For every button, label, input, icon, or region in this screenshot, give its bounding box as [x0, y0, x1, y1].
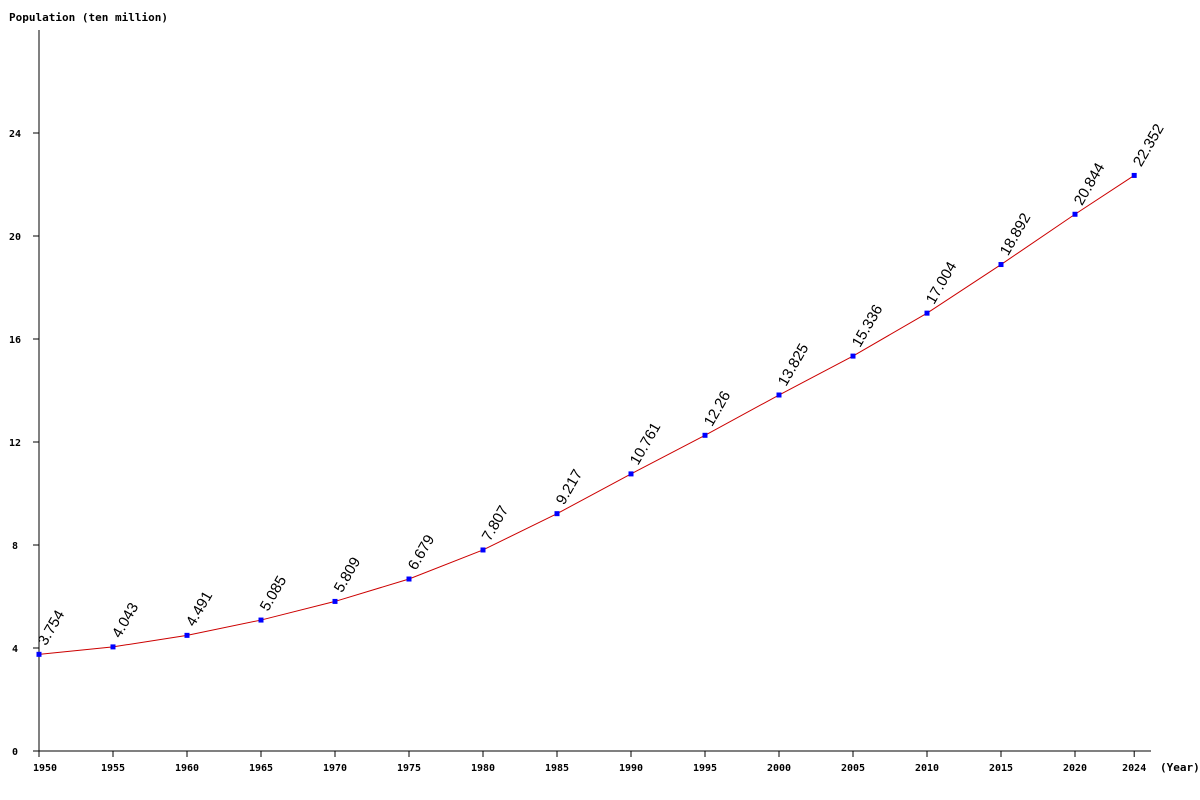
x-tick-label: 1960 [175, 763, 199, 774]
data-label: 12.26 [701, 388, 734, 429]
x-tick-label: 1990 [619, 763, 643, 774]
x-tick-label: 1955 [101, 763, 125, 774]
x-tick-label: 2010 [915, 763, 939, 774]
data-label: 5.809 [331, 554, 364, 595]
data-point [628, 471, 634, 477]
data-point [1131, 172, 1137, 178]
data-label: 4.491 [183, 588, 216, 629]
data-label: 20.844 [1071, 160, 1109, 208]
data-point [702, 432, 708, 438]
data-label: 15.336 [849, 302, 887, 350]
data-label: 13.825 [775, 341, 813, 389]
y-tick-label: 0 [12, 747, 18, 758]
x-axis-title: (Year) [1160, 761, 1200, 774]
data-label: 9.217 [553, 467, 586, 508]
y-tick-label: 24 [9, 129, 21, 140]
y-axis-ticks: 0 4 8 12 16 20 24 [9, 129, 39, 758]
x-tick-label: 1980 [471, 763, 495, 774]
x-tick-label: 2020 [1063, 763, 1087, 774]
data-point [998, 262, 1004, 268]
y-axis-title: Population (ten million) [9, 11, 168, 24]
data-label: 22.352 [1130, 121, 1168, 169]
data-point [554, 511, 560, 517]
x-tick-label: 1985 [545, 763, 569, 774]
data-point [184, 632, 190, 638]
x-tick-label: 2005 [841, 763, 865, 774]
y-tick-label: 4 [12, 644, 18, 655]
data-point [776, 392, 782, 398]
data-point [36, 651, 42, 657]
x-tick-label: 1975 [397, 763, 421, 774]
data-label: 3.754 [35, 607, 68, 648]
data-point [110, 644, 116, 650]
data-point [850, 353, 856, 359]
x-tick-label: 1950 [33, 763, 57, 774]
data-label: 6.679 [405, 532, 438, 573]
data-label: 17.004 [923, 259, 961, 307]
data-label: 18.892 [997, 210, 1035, 258]
data-point [480, 547, 486, 553]
data-label: 4.043 [109, 600, 142, 641]
data-point [1072, 211, 1078, 217]
data-label: 10.761 [627, 420, 665, 468]
x-tick-label: 2024 [1122, 763, 1146, 774]
x-axis-ticks: 1950 1955 1960 1965 1970 1975 1980 1985 1990 1995… [33, 751, 1146, 774]
y-tick-label: 12 [9, 438, 21, 449]
x-tick-label: 2015 [989, 763, 1013, 774]
x-tick-label: 1995 [693, 763, 717, 774]
series-line [38, 175, 1135, 655]
series-layer: 3.754 4.043 4.491 5.085 5.8096.6797.8079.217… [35, 121, 1168, 657]
data-label: 5.085 [257, 573, 290, 614]
x-tick-label: 1965 [249, 763, 273, 774]
y-tick-label: 16 [9, 335, 21, 346]
data-point [924, 310, 930, 316]
y-tick-label: 8 [12, 541, 18, 552]
x-tick-label: 2000 [767, 763, 791, 774]
data-point [406, 576, 412, 582]
y-tick-label: 20 [9, 232, 21, 243]
x-tick-label: 1970 [323, 763, 347, 774]
data-point [332, 598, 338, 604]
data-point [258, 617, 264, 623]
